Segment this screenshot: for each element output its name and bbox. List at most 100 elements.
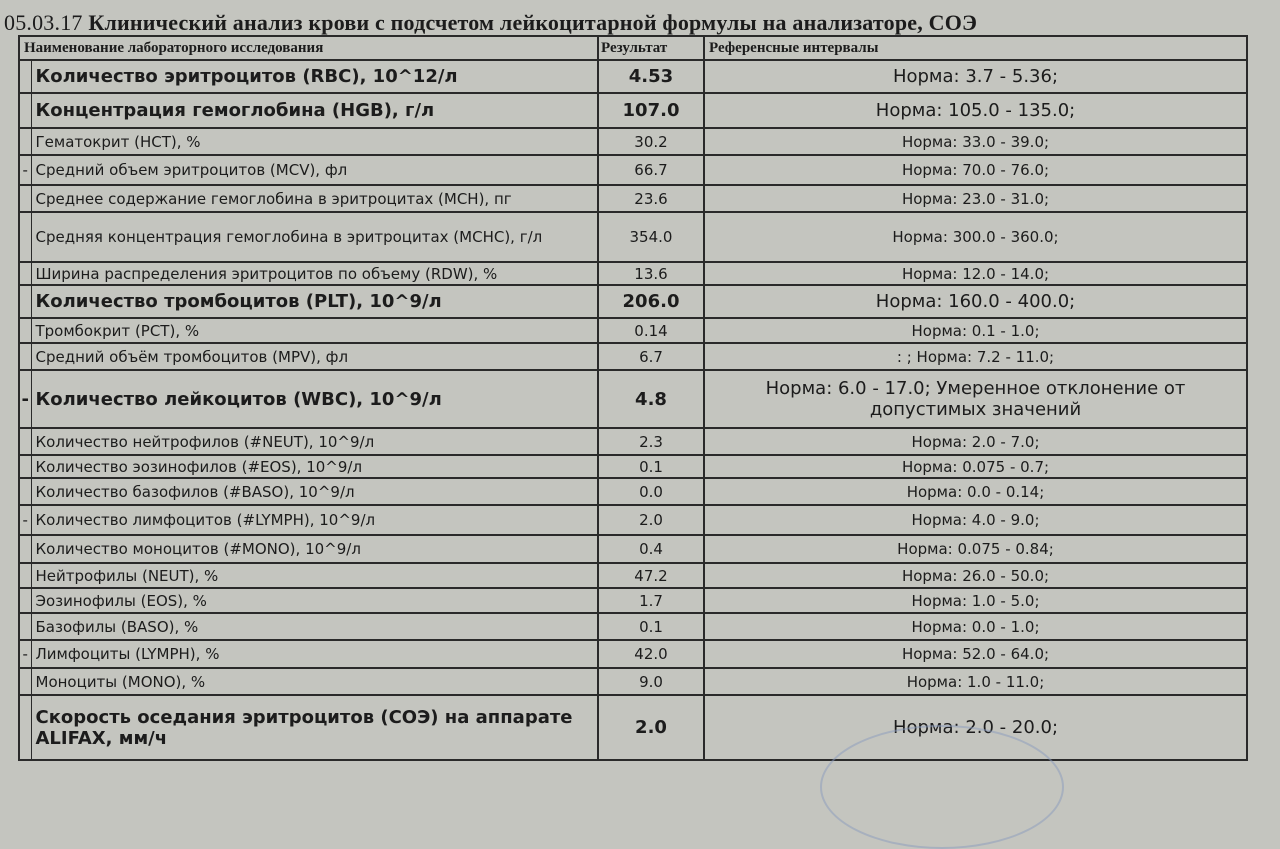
row-result: 2.0 [597, 504, 705, 536]
row-reference: Норма: 12.0 - 14.0; [703, 261, 1248, 286]
title-text: Клинический анализ крови с подсчетом лей… [88, 10, 978, 35]
row-mark [18, 261, 32, 286]
row-result: 4.53 [597, 59, 705, 94]
row-name: Среднее содержание гемоглобина в эритроц… [30, 184, 599, 213]
table-row: Скорость оседания эритроцитов (СОЭ) на а… [18, 694, 1248, 761]
table-row: Количество тромбоцитов (PLT), 10^9/л 206.… [18, 284, 1248, 319]
row-mark [18, 342, 32, 371]
row-result: 107.0 [597, 92, 705, 129]
row-result: 23.6 [597, 184, 705, 213]
row-mark [18, 127, 32, 156]
row-mark [18, 211, 32, 263]
row-name: Моноциты (MONO), % [30, 667, 599, 696]
table-row: - Количество лимфоцитов (#LYMPH), 10^9/л 2… [18, 504, 1248, 536]
row-name: Лимфоциты (LYMPH), % [30, 639, 599, 669]
header-reference: Референсные интервалы [703, 35, 1248, 61]
table-row: Базофилы (BASO), % 0.1 Норма: 0.0 - 1.0; [18, 612, 1248, 641]
table-row: Среднее содержание гемоглобина в эритроц… [18, 184, 1248, 213]
row-reference: : ; Норма: 7.2 - 11.0; [703, 342, 1248, 371]
title-date: 05.03.17 [4, 10, 83, 35]
table-row: Гематокрит (HCT), % 30.2 Норма: 33.0 - 39.… [18, 127, 1248, 156]
row-mark [18, 477, 32, 506]
row-name: Ширина распределения эритроцитов по объе… [30, 261, 599, 286]
row-reference: Норма: 23.0 - 31.0; [703, 184, 1248, 213]
row-result: 206.0 [597, 284, 705, 319]
row-name: Количество моноцитов (#MONO), 10^9/л [30, 534, 599, 564]
row-result: 0.14 [597, 317, 705, 344]
table-row: Количество нейтрофилов (#NEUT), 10^9/л 2.… [18, 427, 1248, 456]
table-row: Количество эозинофилов (#EOS), 10^9/л 0.1… [18, 454, 1248, 479]
table-row: - Количество лейкоцитов (WBC), 10^9/л 4.8 Н… [18, 369, 1248, 429]
row-mark [18, 59, 32, 94]
table-row: Средняя концентрация гемоглобина в эритр… [18, 211, 1248, 263]
row-result: 0.4 [597, 534, 705, 564]
row-mark [18, 694, 32, 761]
row-result: 4.8 [597, 369, 705, 429]
row-name: Количество нейтрофилов (#NEUT), 10^9/л [30, 427, 599, 456]
row-result: 0.1 [597, 454, 705, 479]
document-title: 05.03.17 Клинический анализ крови с подс… [4, 10, 977, 36]
row-reference: Норма: 105.0 - 135.0; [703, 92, 1248, 129]
row-name: Количество базофилов (#BASO), 10^9/л [30, 477, 599, 506]
row-reference: Норма: 160.0 - 400.0; [703, 284, 1248, 319]
row-reference: Норма: 3.7 - 5.36; [703, 59, 1248, 94]
row-name: Концентрация гемоглобина (HGB), г/л [30, 92, 599, 129]
row-reference: Норма: 52.0 - 64.0; [703, 639, 1248, 669]
row-reference: Норма: 0.075 - 0.7; [703, 454, 1248, 479]
row-name: Количество лейкоцитов (WBC), 10^9/л [30, 369, 599, 429]
row-reference: Норма: 70.0 - 76.0; [703, 154, 1248, 186]
table-row: Средний объём тромбоцитов (MPV), фл 6.7: … [18, 342, 1248, 371]
row-result: 13.6 [597, 261, 705, 286]
row-reference: Норма: 0.1 - 1.0; [703, 317, 1248, 344]
row-reference: Норма: 0.0 - 0.14; [703, 477, 1248, 506]
row-result: 30.2 [597, 127, 705, 156]
row-result: 354.0 [597, 211, 705, 263]
row-reference: Норма: 26.0 - 50.0; [703, 562, 1248, 589]
table-row: - Средний объем эритроцитов (MCV), фл 66.7… [18, 154, 1248, 186]
row-name: Средний объём тромбоцитов (MPV), фл [30, 342, 599, 371]
header-name: Наименование лабораторного исследования [18, 35, 599, 61]
row-reference: Норма: 6.0 - 17.0; Умеренное отклонение … [703, 369, 1248, 429]
row-mark [18, 184, 32, 213]
table-row: Ширина распределения эритроцитов по объе… [18, 261, 1248, 286]
table-row: Нейтрофилы (NEUT), % 47.2 Норма: 26.0 - 50… [18, 562, 1248, 589]
row-result: 6.7 [597, 342, 705, 371]
row-name: Количество тромбоцитов (PLT), 10^9/л [30, 284, 599, 319]
stamp [820, 725, 1064, 849]
table-row: Эозинофилы (EOS), % 1.7 Норма: 1.0 - 5.0; [18, 587, 1248, 614]
table-row: Концентрация гемоглобина (HGB), г/л 107.0… [18, 92, 1248, 129]
row-mark [18, 427, 32, 456]
row-name: Эозинофилы (EOS), % [30, 587, 599, 614]
row-name: Скорость оседания эритроцитов (СОЭ) на а… [30, 694, 599, 761]
row-reference: Норма: 300.0 - 360.0; [703, 211, 1248, 263]
results-table: Наименование лабораторного исследования … [18, 35, 1248, 761]
row-result: 66.7 [597, 154, 705, 186]
row-mark: - [18, 504, 32, 536]
row-name: Количество эритроцитов (RBC), 10^12/л [30, 59, 599, 94]
row-mark [18, 284, 32, 319]
row-mark [18, 562, 32, 589]
row-mark [18, 612, 32, 641]
header-result: Результат [597, 35, 705, 61]
row-result: 47.2 [597, 562, 705, 589]
row-mark [18, 317, 32, 344]
row-result: 42.0 [597, 639, 705, 669]
row-mark: - [18, 369, 32, 429]
row-reference: Норма: 0.0 - 1.0; [703, 612, 1248, 641]
table-row: Моноциты (MONO), % 9.0 Норма: 1.0 - 11.0; [18, 667, 1248, 696]
row-result: 2.3 [597, 427, 705, 456]
row-mark [18, 587, 32, 614]
row-name: Гематокрит (HCT), % [30, 127, 599, 156]
row-result: 1.7 [597, 587, 705, 614]
row-reference: Норма: 1.0 - 11.0; [703, 667, 1248, 696]
row-mark [18, 534, 32, 564]
row-name: Средний объем эритроцитов (MCV), фл [30, 154, 599, 186]
row-name: Базофилы (BASO), % [30, 612, 599, 641]
table-row: Количество моноцитов (#MONO), 10^9/л 0.4 Н… [18, 534, 1248, 564]
table-row: - Лимфоциты (LYMPH), % 42.0 Норма: 52.0 - 6… [18, 639, 1248, 669]
table-row: Количество базофилов (#BASO), 10^9/л 0.0 Н… [18, 477, 1248, 506]
row-reference: Норма: 4.0 - 9.0; [703, 504, 1248, 536]
row-reference: Норма: 2.0 - 7.0; [703, 427, 1248, 456]
table-row: Тромбокрит (PCT), % 0.14 Норма: 0.1 - 1.0; [18, 317, 1248, 344]
row-reference: Норма: 0.075 - 0.84; [703, 534, 1248, 564]
